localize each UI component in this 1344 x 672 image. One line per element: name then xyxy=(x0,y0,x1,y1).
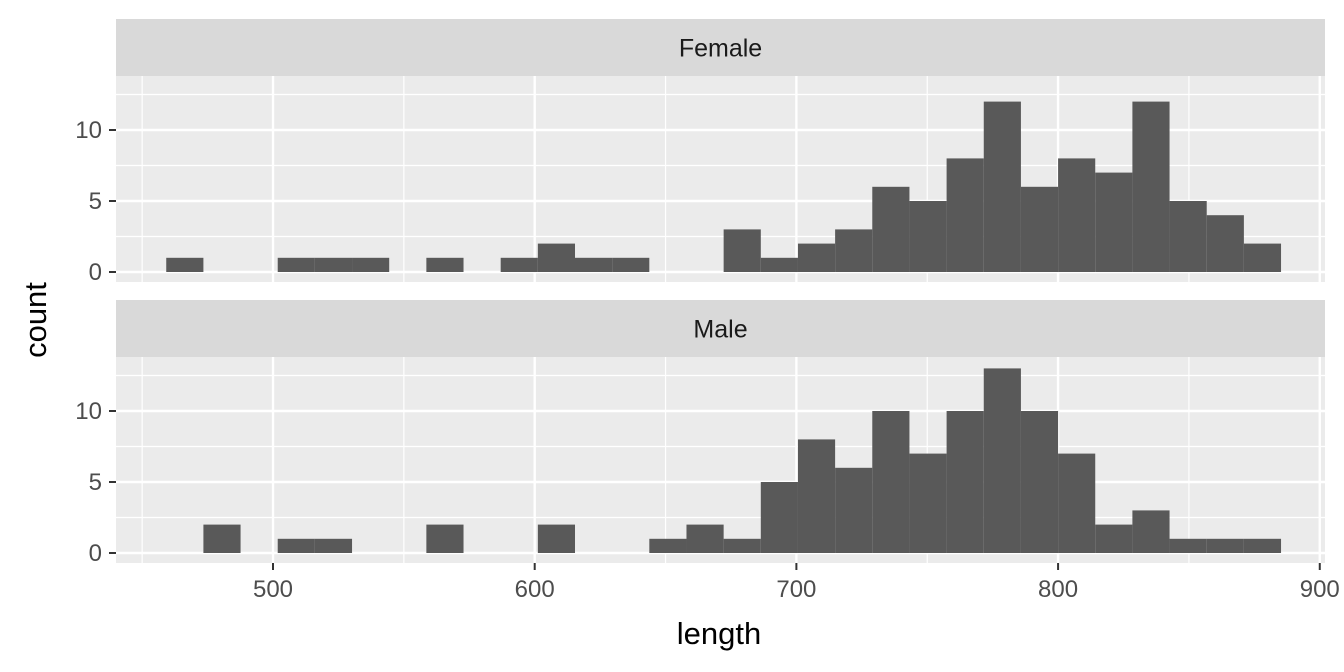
x-tick-label: 600 xyxy=(515,576,555,603)
histogram-bar-female xyxy=(983,101,1021,272)
histogram-bar-male xyxy=(1020,411,1059,553)
histogram-bar-female xyxy=(909,201,947,272)
histogram-bar-female xyxy=(537,243,576,272)
histogram-bar-female xyxy=(612,257,650,272)
facet-strip-female xyxy=(116,19,1325,76)
histogram-bar-male xyxy=(1206,538,1244,553)
histogram-bar-male xyxy=(1132,510,1170,553)
x-axis: 500 600 700 800 900 xyxy=(253,563,1340,603)
y-tick-label: 0 xyxy=(89,540,102,567)
histogram-bar-female xyxy=(1132,101,1170,272)
y-tick-label: 10 xyxy=(75,398,102,425)
histogram-bar-female xyxy=(166,257,204,272)
histogram-bar-male xyxy=(1058,453,1096,553)
y-tick-label: 5 xyxy=(89,469,102,496)
histogram-bar-male xyxy=(314,538,353,553)
histogram-bar-female xyxy=(835,229,873,272)
histogram-bar-male xyxy=(723,538,761,553)
histogram-bar-female xyxy=(723,229,761,272)
histogram-bar-male xyxy=(537,524,576,553)
histogram-bar-male xyxy=(946,411,984,553)
histogram-bar-female xyxy=(1243,243,1282,272)
facet-label-male: Male xyxy=(693,316,747,344)
bars-female xyxy=(166,101,1282,272)
histogram-bar-male xyxy=(909,453,947,553)
y-axis-title: count xyxy=(18,282,53,358)
facet-strip-male xyxy=(116,300,1325,357)
x-tick-label: 700 xyxy=(776,576,816,603)
histogram-bar-male xyxy=(835,467,873,553)
y-tick-label: 10 xyxy=(75,117,102,144)
y-axis-male: 0 5 10 xyxy=(75,398,116,567)
x-tick-label: 800 xyxy=(1038,576,1078,603)
y-tick-label: 0 xyxy=(89,259,102,286)
histogram-bar-male xyxy=(760,482,798,553)
x-tick-label: 500 xyxy=(253,576,293,603)
histogram-bar-male xyxy=(277,538,315,553)
facet-label-female: Female xyxy=(679,35,762,63)
histogram-bar-female xyxy=(946,158,984,272)
histogram-bar-male xyxy=(797,439,836,553)
histogram-bar-male xyxy=(1095,524,1133,553)
histogram-bar-female xyxy=(1095,172,1133,272)
histogram-bar-female xyxy=(426,257,464,272)
histogram-bar-female xyxy=(1206,215,1244,272)
histogram-bar-female xyxy=(352,257,390,272)
histogram-bar-female xyxy=(314,257,353,272)
histogram-bar-female xyxy=(760,257,798,272)
histogram-bar-male xyxy=(686,524,724,553)
histogram-bar-female xyxy=(1020,186,1059,272)
histogram-bar-male xyxy=(1243,538,1282,553)
histogram-bar-female xyxy=(575,257,613,272)
y-tick-label: 5 xyxy=(89,188,102,215)
histogram-bar-female xyxy=(797,243,836,272)
histogram-bar-female xyxy=(1058,158,1096,272)
histogram-bar-female xyxy=(277,257,315,272)
bars-male xyxy=(203,368,1282,553)
histogram-bar-male xyxy=(426,524,464,553)
y-axis-female: 0 5 10 xyxy=(75,117,116,286)
histogram-bar-male xyxy=(203,524,241,553)
histogram-bar-male xyxy=(872,411,910,553)
histogram-bar-male xyxy=(1169,538,1207,553)
facet-panel-female: Female 0 5 10 xyxy=(75,19,1325,286)
histogram-bar-male xyxy=(983,368,1021,553)
x-axis-title: length xyxy=(677,616,761,651)
histogram-bar-female xyxy=(1169,201,1207,272)
facet-panel-male: Male 0 5 10 xyxy=(75,300,1325,567)
histogram-bar-female xyxy=(500,257,538,272)
x-tick-label: 900 xyxy=(1300,576,1340,603)
histogram-bar-female xyxy=(872,186,910,272)
histogram-bar-male xyxy=(649,538,687,553)
